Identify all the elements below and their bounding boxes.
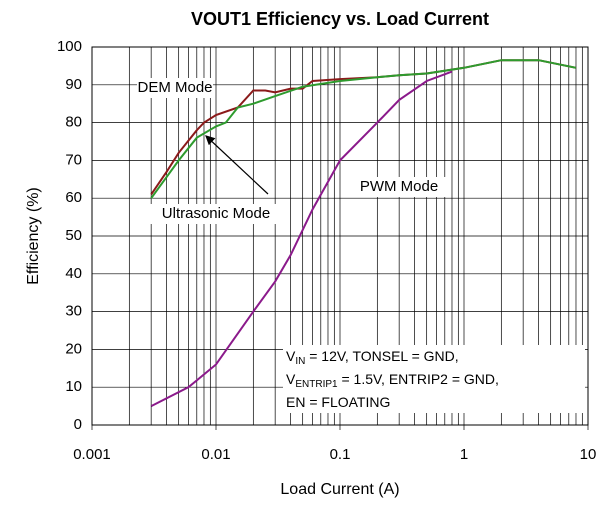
y-tick-label: 100 <box>57 38 82 55</box>
y-tick-label: 20 <box>65 340 82 357</box>
label-background <box>144 204 288 224</box>
y-axis-label: Efficiency (%) <box>25 187 42 285</box>
conditions-text-part: = 12V, TONSEL = GND, <box>305 348 458 364</box>
conditions-text-part: ENTRIP1 <box>295 379 338 390</box>
conditions-text-part: V <box>286 371 296 387</box>
chart-title: VOUT1 Efficiency vs. Load Current <box>191 9 489 29</box>
y-tick-label: 40 <box>65 265 82 282</box>
y-tick-label: 80 <box>65 114 82 131</box>
y-tick-label: 70 <box>65 151 82 168</box>
series-label: Ultrasonic Mode <box>162 205 270 222</box>
x-tick-label: 0.1 <box>330 446 351 463</box>
conditions-text: EN = FLOATING <box>286 394 390 410</box>
conditions-text-part: EN = FLOATING <box>286 394 390 410</box>
series-line <box>150 70 453 407</box>
x-tick-label: 10 <box>580 446 597 463</box>
y-tick-label: 10 <box>65 378 82 395</box>
conditions-text: VIN = 12V, TONSEL = GND, <box>286 348 459 367</box>
annotation-arrow <box>205 135 269 195</box>
x-tick-label: 1 <box>460 446 468 463</box>
y-tick-label: 60 <box>65 189 82 206</box>
y-tick-label: 90 <box>65 76 82 93</box>
x-axis-label: Load Current (A) <box>280 481 399 498</box>
conditions-text-part: V <box>286 348 296 364</box>
conditions-text: VENTRIP1 = 1.5V, ENTRIP2 = GND, <box>286 371 499 390</box>
series-label: PWM Mode <box>360 178 438 195</box>
y-tick-label: 50 <box>65 227 82 244</box>
conditions-text-part: = 1.5V, ENTRIP2 = GND, <box>338 371 499 387</box>
series-label: DEM Mode <box>137 79 212 96</box>
x-tick-label: 0.001 <box>73 446 111 463</box>
label-background <box>347 177 451 197</box>
conditions-background <box>283 345 585 413</box>
series-line <box>150 59 577 199</box>
y-tick-label: 30 <box>65 303 82 320</box>
label-background <box>137 78 213 98</box>
x-tick-label: 0.01 <box>201 446 230 463</box>
conditions-text-part: IN <box>295 356 305 367</box>
y-tick-label: 0 <box>74 416 82 433</box>
